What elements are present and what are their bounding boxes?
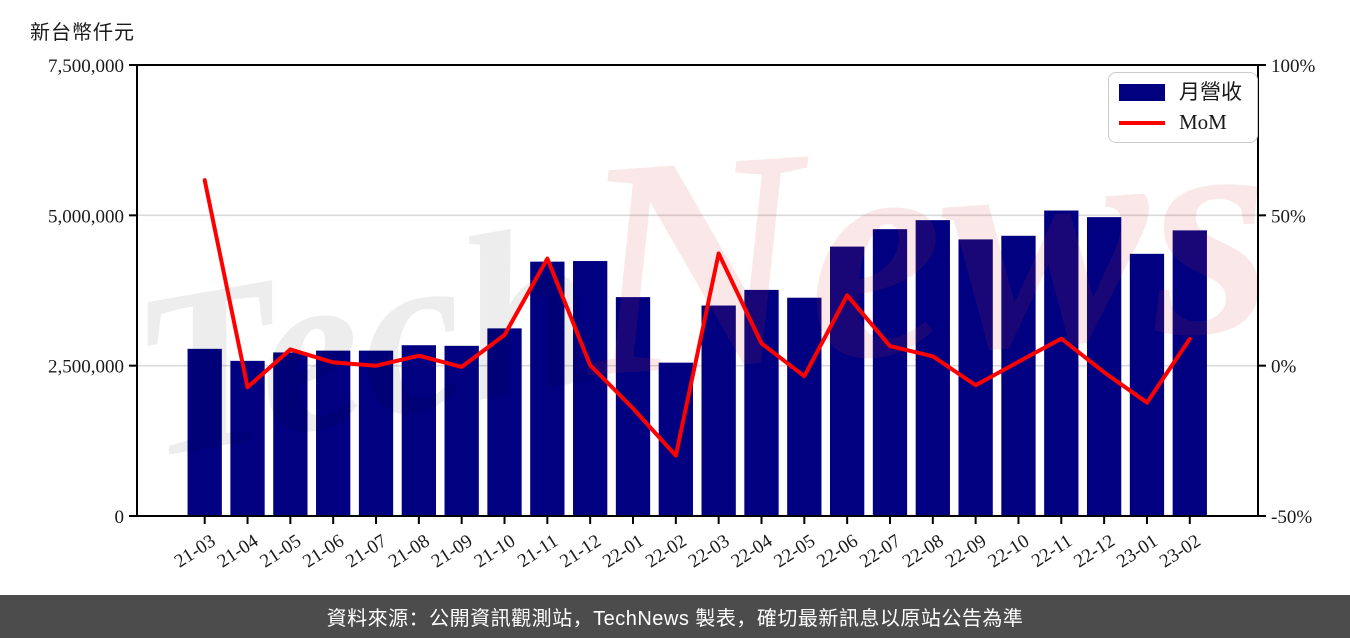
revenue-swatch-icon — [1119, 84, 1165, 101]
y-left-tick-label: 7,500,000 — [48, 56, 124, 77]
y-axis-unit-label: 新台幣仟元 — [30, 22, 135, 44]
revenue-bar-21-10 — [487, 328, 522, 516]
x-tick-label-21-06: 21-06 — [299, 531, 348, 573]
y-left-tick-label: 2,500,000 — [48, 357, 124, 378]
mom-line — [202, 178, 1192, 458]
source-footer-text: 資料來源：公開資訊觀測站，TechNews 製表，確切最新訊息以原站公告為準 — [326, 608, 1024, 630]
x-tick-label-21-07: 21-07 — [342, 531, 391, 573]
x-tick-label-22-06: 22-06 — [813, 531, 862, 573]
mom-swatch-icon — [1119, 120, 1165, 125]
revenue-bar-22-07 — [872, 229, 908, 516]
x-tick-label-22-07: 22-07 — [856, 531, 905, 573]
x-tick-label-22-09: 22-09 — [942, 531, 991, 573]
x-tick-label-21-11: 21-11 — [514, 531, 562, 572]
revenue-bar-21-03 — [187, 348, 222, 516]
revenue-bar-21-08 — [401, 345, 436, 516]
source-footer-bar: 資料來源：公開資訊觀測站，TechNews 製表，確切最新訊息以原站公告為準 — [0, 595, 1350, 638]
legend-row-revenue: 月營收 — [1119, 82, 1245, 103]
revenue-bar-22-03 — [701, 305, 736, 516]
revenue-bar-22-02 — [658, 362, 693, 516]
y-right-tick-label: 0% — [1271, 357, 1297, 378]
revenue-bar-22-04 — [744, 289, 779, 516]
x-tick-label-21-10: 21-10 — [471, 531, 520, 573]
revenue-bar-22-05 — [787, 297, 822, 516]
x-tick-label-21-03: 21-03 — [171, 531, 220, 573]
revenue-bar-22-08 — [915, 220, 950, 517]
x-tick-label-21-04: 21-04 — [214, 530, 263, 572]
chart-legend: 月營收 MoM — [1108, 72, 1258, 143]
x-tick-label-22-01: 22-01 — [599, 531, 648, 573]
x-tick-label-22-04: 22-04 — [728, 530, 777, 572]
x-tick-label-21-08: 21-08 — [385, 531, 434, 573]
revenue-bar-22-12 — [1086, 217, 1122, 516]
revenue-bar-21-05 — [273, 352, 308, 516]
revenue-bar-23-02 — [1172, 230, 1207, 516]
revenue-bar-21-06 — [316, 350, 351, 516]
legend-revenue-label: 月營收 — [1179, 80, 1242, 104]
legend-row-mom: MoM — [1119, 112, 1245, 133]
revenue-bar-22-10 — [1001, 235, 1036, 516]
x-tick-label-21-12: 21-12 — [556, 531, 605, 573]
y-right-tick-label: 100% — [1271, 56, 1316, 77]
x-tick-label-22-11: 22-11 — [1028, 531, 1076, 572]
y-right-tick-label: 50% — [1271, 206, 1306, 227]
x-tick-label-21-05: 21-05 — [256, 531, 305, 573]
revenue-bar-21-09 — [444, 345, 479, 516]
x-tick-label-23-02: 23-02 — [1156, 531, 1205, 573]
x-tick-label-22-08: 22-08 — [899, 531, 948, 573]
revenue-bar-22-11 — [1044, 210, 1079, 517]
y-right-tick-label: -50% — [1271, 507, 1312, 528]
y-left-tick-label: 0 — [115, 507, 125, 528]
revenue-bar-21-11 — [530, 261, 565, 516]
revenue-bar-22-06 — [830, 246, 865, 516]
revenue-bar-21-12 — [573, 261, 608, 516]
x-tick-label-22-12: 22-12 — [1070, 531, 1119, 573]
y-left-tick-label: 5,000,000 — [48, 206, 124, 227]
x-tick-label-22-03: 22-03 — [685, 531, 734, 573]
x-tick-label-23-01: 23-01 — [1113, 531, 1162, 573]
plot-border — [136, 64, 1259, 517]
x-tick-label-22-05: 22-05 — [770, 531, 819, 573]
x-tick-label-21-09: 21-09 — [428, 531, 477, 573]
x-tick-label-22-02: 22-02 — [642, 531, 691, 573]
x-tick-label-22-10: 22-10 — [985, 531, 1034, 573]
legend-mom-label: MoM — [1179, 110, 1227, 134]
revenue-bar-21-07 — [358, 350, 394, 516]
